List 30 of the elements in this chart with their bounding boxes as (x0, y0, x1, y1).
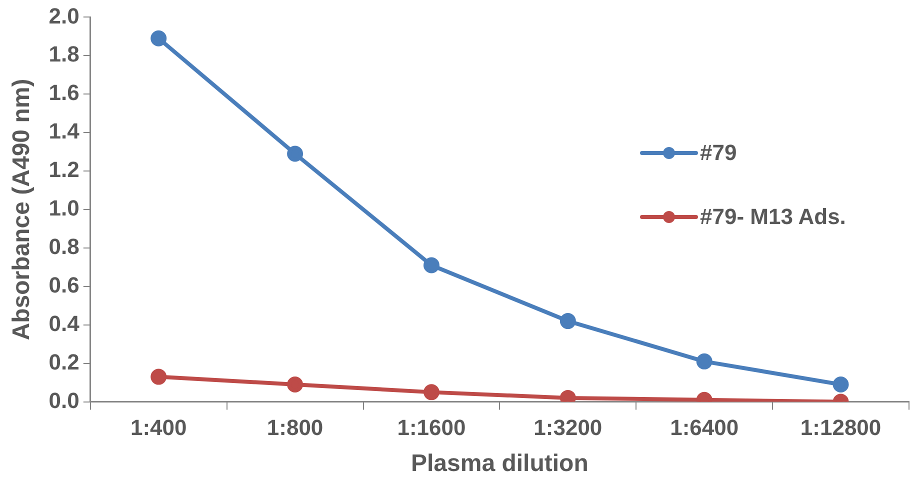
y-tick-label: 1.0 (48, 196, 80, 221)
y-tick-label: 2.0 (48, 3, 80, 28)
y-axis-title: Absorbance (A490 nm) (8, 78, 36, 340)
x-tick-label: 1:800 (266, 415, 324, 440)
x-tick-label: 1:12800 (800, 415, 882, 440)
point (423, 257, 440, 274)
y-tick-label: 1.8 (48, 42, 80, 67)
y-tick-label: 0.6 (48, 272, 80, 298)
x-tick-label: 1:3200 (534, 415, 602, 440)
y-tick-label: 0.8 (48, 234, 80, 260)
point (150, 368, 167, 385)
y-tick-label: 1.6 (48, 80, 80, 106)
x-tick-label: 1:6400 (670, 415, 739, 440)
point (287, 146, 304, 162)
y-tick-label: 1.4 (48, 118, 80, 144)
point (832, 376, 849, 392)
point (423, 384, 440, 400)
point (696, 353, 712, 370)
x-axis-title: Plasma dilution (411, 450, 588, 478)
point (560, 313, 576, 330)
point (150, 30, 167, 46)
y-tick-label: 0.0 (48, 388, 80, 413)
legend-label: #79- M13 Ads. (700, 204, 846, 230)
x-tick-label: 1:400 (130, 415, 187, 440)
x-tick-label: 1:1600 (397, 415, 466, 440)
y-tick-label: 0.4 (48, 310, 80, 336)
y-tick-label: 1.2 (48, 157, 80, 182)
legend-label: #79 (700, 140, 737, 166)
point (287, 376, 304, 392)
y-tick-label: 0.2 (48, 349, 80, 374)
